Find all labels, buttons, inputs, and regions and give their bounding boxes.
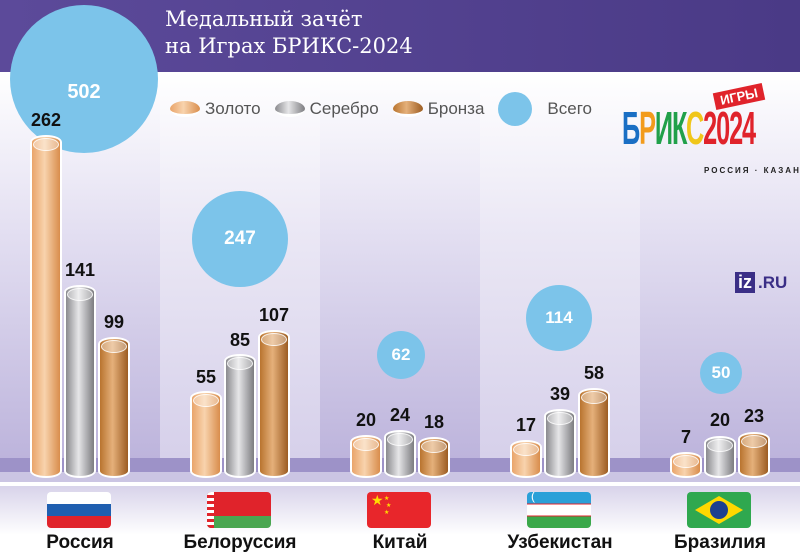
value-label: 23 bbox=[743, 406, 765, 426]
country-name: Белоруссия bbox=[183, 532, 297, 553]
total-value: 62 bbox=[391, 345, 411, 364]
title-line1: Медальный зачёт bbox=[165, 7, 363, 31]
total-value: 502 bbox=[67, 81, 101, 103]
value-label: 107 bbox=[258, 305, 290, 325]
gold-coin-icon bbox=[170, 101, 200, 117]
bar-belarus-bronze bbox=[258, 330, 290, 478]
country-name: Китай bbox=[372, 532, 428, 553]
brazil-flag-icon bbox=[687, 492, 751, 528]
value-label: 58 bbox=[583, 363, 605, 383]
total-circle-china: 62 bbox=[377, 331, 425, 379]
brics-games-logo: БРИКС2024 ИГРЫ РОССИЯ · КАЗАНЬ bbox=[622, 82, 800, 178]
value-label: 141 bbox=[64, 260, 96, 280]
total-circle-uzbekistan: 114 bbox=[526, 285, 592, 351]
legend: Золото Серебро Бронза Всего bbox=[170, 92, 598, 126]
uzbekistan-flag-icon: ( bbox=[527, 492, 591, 528]
belarus-flag-icon bbox=[207, 492, 271, 528]
bar-uzbekistan-silver bbox=[544, 409, 576, 478]
legend-gold: Золото bbox=[170, 99, 261, 119]
total-circle-belarus: 247 bbox=[192, 191, 288, 287]
russia-flag-icon bbox=[47, 492, 111, 528]
bar-china-bronze bbox=[418, 437, 450, 478]
iz-logo-suffix: .RU bbox=[758, 272, 788, 292]
bar-russia-gold bbox=[30, 135, 62, 478]
value-label: 99 bbox=[103, 312, 125, 332]
china-flag-icon: ★ ★ ★ ★ bbox=[367, 492, 431, 528]
value-label: 262 bbox=[30, 110, 62, 130]
bar-uzbekistan-gold bbox=[510, 440, 542, 478]
legend-label: Золото bbox=[205, 99, 261, 118]
country-name: Россия bbox=[46, 532, 114, 553]
bar-china-silver bbox=[384, 430, 416, 478]
value-label: 20 bbox=[709, 410, 731, 430]
bar-russia-silver bbox=[64, 285, 96, 478]
column-bg-china bbox=[320, 72, 480, 458]
title-line2: на Играх БРИКС-2024 bbox=[165, 34, 413, 58]
legend-bronze: Бронза bbox=[392, 99, 485, 119]
bar-belarus-silver bbox=[224, 354, 256, 478]
legend-label: Бронза bbox=[427, 99, 485, 118]
total-circle-brazil: 50 bbox=[700, 352, 742, 394]
total-circle-icon bbox=[498, 92, 533, 126]
value-label: 24 bbox=[389, 405, 411, 425]
logo-place: РОССИЯ · КАЗАНЬ bbox=[704, 166, 800, 175]
chart-title: Медальный зачёт на Играх БРИКС-2024 bbox=[165, 6, 413, 60]
bar-brazil-bronze bbox=[738, 432, 770, 478]
bar-russia-bronze bbox=[98, 337, 130, 478]
bronze-coin-icon bbox=[392, 101, 423, 117]
total-value: 247 bbox=[224, 228, 256, 249]
total-circle-russia: 502 bbox=[10, 5, 158, 153]
value-label: 18 bbox=[423, 412, 445, 432]
logo-year: 2024 bbox=[703, 102, 756, 154]
total-value: 50 bbox=[711, 363, 731, 382]
bar-belarus-gold bbox=[190, 391, 222, 478]
source-logo: iz .RU bbox=[735, 272, 787, 293]
iz-logo-box: iz bbox=[735, 272, 756, 293]
legend-total: Всего bbox=[498, 92, 592, 126]
value-label: 17 bbox=[515, 415, 537, 435]
value-label: 20 bbox=[355, 410, 377, 430]
bar-brazil-gold bbox=[670, 452, 702, 478]
bar-brazil-silver bbox=[704, 436, 736, 478]
value-label: 55 bbox=[195, 367, 217, 387]
country-name: Узбекистан bbox=[507, 532, 613, 553]
total-value: 114 bbox=[545, 308, 573, 327]
value-label: 39 bbox=[549, 384, 571, 404]
bar-china-gold bbox=[350, 435, 382, 478]
value-label: 7 bbox=[680, 427, 691, 447]
value-label: 85 bbox=[229, 330, 251, 350]
bar-uzbekistan-bronze bbox=[578, 388, 610, 478]
column-bg-uzbekistan bbox=[480, 72, 640, 458]
separator bbox=[0, 482, 800, 486]
legend-silver: Серебро bbox=[274, 99, 379, 119]
legend-label: Всего bbox=[547, 99, 592, 118]
silver-coin-icon bbox=[274, 101, 305, 117]
legend-label: Серебро bbox=[309, 99, 379, 118]
country-name: Бразилия bbox=[673, 532, 767, 553]
